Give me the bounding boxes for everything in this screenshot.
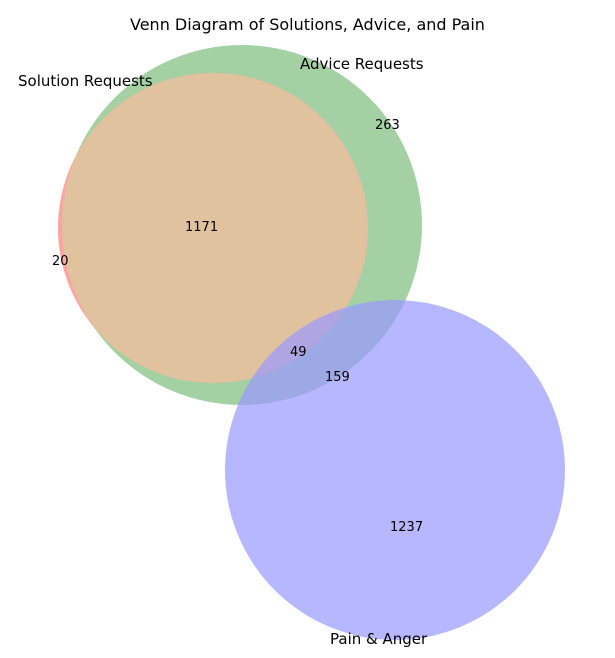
value-solution-advice: 1171 [185,220,218,235]
label-pain-anger: Pain & Anger [330,630,427,648]
value-only-solution: 20 [52,254,69,269]
value-only-advice: 263 [375,118,400,133]
label-advice-requests: Advice Requests [300,55,424,73]
chart-title: Venn Diagram of Solutions, Advice, and P… [130,15,485,34]
label-solution-requests: Solution Requests [18,72,153,90]
value-advice-pain: 159 [325,370,350,385]
value-only-pain: 1237 [390,520,423,535]
circle-pain [225,300,565,640]
value-all-three: 49 [290,345,307,360]
venn-svg [0,0,615,658]
